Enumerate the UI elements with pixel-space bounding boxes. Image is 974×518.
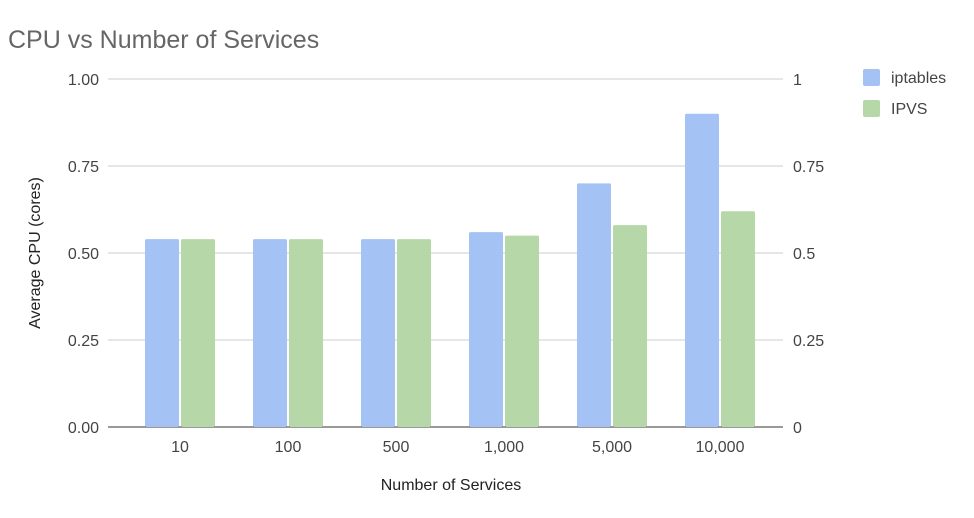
x-tick-label: 10,000 [696, 439, 745, 456]
legend-swatch-iptables [863, 69, 880, 86]
x-tick-label: 100 [275, 439, 302, 456]
legend-label-ipvs[interactable]: IPVS [891, 101, 927, 118]
right-y-tick-label: 0.5 [793, 246, 815, 263]
bar-iptables-500[interactable] [361, 239, 395, 427]
y-axis-label: Average CPU (cores) [27, 177, 44, 329]
bar-ipvs-10[interactable] [181, 239, 215, 427]
bar-iptables-100[interactable] [253, 239, 287, 427]
bar-ipvs-1000[interactable] [505, 235, 539, 427]
legend-label-iptables[interactable]: iptables [891, 70, 946, 87]
left-y-tick-label: 0.25 [68, 333, 99, 350]
x-tick-label: 10 [171, 439, 189, 456]
right-y-tick-label: 0 [793, 420, 802, 437]
x-axis-label: Number of Services [381, 477, 522, 494]
bar-iptables-10[interactable] [145, 239, 179, 427]
x-tick-label: 500 [383, 439, 410, 456]
bar-iptables-5000[interactable] [577, 183, 611, 427]
x-tick-label: 1,000 [484, 439, 524, 456]
left-y-tick-label: 1.00 [68, 72, 99, 89]
right-y-tick-label: 0.25 [793, 333, 824, 350]
left-y-tick-label: 0.00 [68, 420, 99, 437]
chart-title: CPU vs Number of Services [8, 26, 319, 54]
left-y-tick-label: 0.75 [68, 159, 99, 176]
left-y-tick-label: 0.50 [68, 246, 99, 263]
bar-iptables-1000[interactable] [469, 232, 503, 427]
right-y-tick-label: 0.75 [793, 159, 824, 176]
bar-ipvs-100[interactable] [289, 239, 323, 427]
legend-swatch-ipvs [863, 100, 880, 117]
bar-ipvs-10000[interactable] [721, 211, 755, 427]
bar-ipvs-5000[interactable] [613, 225, 647, 427]
bar-iptables-10000[interactable] [685, 113, 719, 428]
x-tick-label: 5,000 [592, 439, 632, 456]
right-y-tick-label: 1 [793, 72, 802, 89]
bar-ipvs-500[interactable] [397, 239, 431, 427]
